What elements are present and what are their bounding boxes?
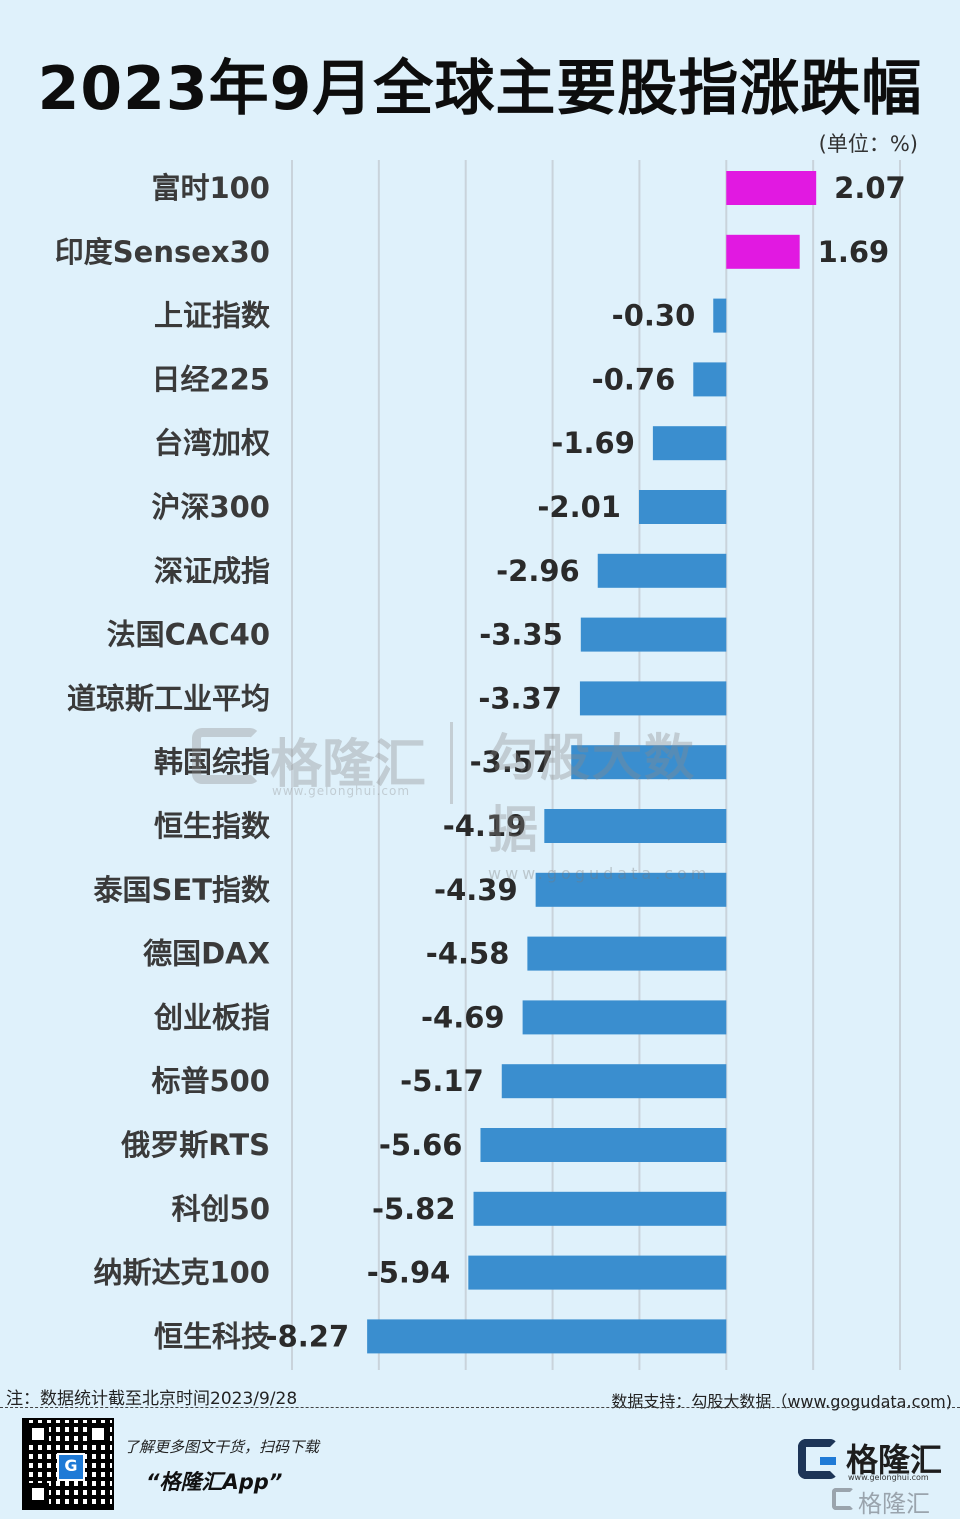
category-label: 印度Sensex30 [55,235,270,269]
bar [597,553,727,588]
bar [473,1191,727,1226]
brand-url: www.gelonghui.com [848,1473,929,1482]
gelonghui-watermark: 格隆汇 www.gelonghui.com [192,722,432,800]
qr-finder-icon [87,1423,109,1445]
category-label: 纳斯达克100 [93,1256,270,1290]
bar [480,1128,727,1162]
bar [652,426,727,461]
category-label: 德国DAX [143,937,270,971]
value-label: 1.69 [818,235,890,269]
category-label: 科创50 [172,1192,270,1226]
watermark-right-url: www.gogudata.com [488,864,711,883]
bar-chart: 富时100 2.07 印度Sensex30 1.69 上证指数 -0.30 日经225 -0.… [55,160,906,1370]
value-label: -0.30 [612,299,696,333]
value-label: -1.69 [551,426,635,460]
brand-secondary-icon [832,1488,854,1510]
bar [468,1255,727,1290]
category-label: 俄罗斯RTS [120,1128,270,1162]
value-label: -5.66 [379,1128,463,1162]
value-label: 2.07 [834,171,906,205]
watermark-right-name: 勾股大数据 [488,729,696,859]
value-label: -2.01 [537,490,621,524]
brand-g-icon [798,1439,838,1479]
gogudata-watermark: 勾股大数据 www.gogudata.com [488,718,738,883]
value-label: -4.39 [434,873,518,907]
promo-app-name: “格隆汇App” [146,1470,283,1494]
bar [367,1319,727,1354]
bar [580,617,727,652]
bar [501,1064,727,1099]
watermark-left-url: www.gelonghui.com [272,784,411,798]
watermark-divider [450,722,453,804]
brand-logo: 格隆汇 www.gelonghui.com [798,1437,948,1487]
bar [535,872,727,907]
value-label: -4.58 [426,937,510,971]
qr-finder-icon [27,1423,49,1445]
bar [527,936,727,971]
bar [726,171,817,205]
gelonghui-logo-icon [192,728,260,784]
category-label: 标普500 [151,1064,270,1098]
brand-name: 格隆汇 [846,1441,943,1479]
value-label: -5.82 [372,1192,456,1226]
bar [713,298,727,333]
category-label: 韩国综指 [154,745,270,779]
footer-divider [0,1407,960,1408]
qr-code[interactable]: G [22,1418,114,1510]
qr-finder-icon [27,1483,49,1505]
value-label: -3.37 [478,681,562,715]
category-label: 台湾加权 [154,426,270,460]
value-label: -8.27 [266,1319,350,1353]
value-label: -5.94 [367,1256,451,1290]
brand-secondary-name: 格隆汇 [858,1490,930,1518]
category-label: 创业板指 [153,1000,270,1034]
category-label: 泰国SET指数 [94,873,271,907]
bar [544,809,727,843]
category-label: 深证成指 [154,554,270,588]
footnote: 注：数据统计截至北京时间2023/9/28 [6,1389,298,1409]
value-label: -3.57 [470,745,554,779]
bar [638,490,727,524]
qr-logo-icon: G [57,1453,85,1481]
value-label: -3.35 [479,618,563,652]
category-label: 上证指数 [154,299,271,333]
page-title: 2023年9月全球主要股指涨跌幅 [37,54,923,124]
category-label: 恒生科技 [154,1319,270,1353]
value-label: -4.69 [421,1000,505,1034]
data-source: 数据支持：勾股大数据（www.gogudata.com) [611,1392,952,1411]
category-label: 日经225 [151,362,270,396]
watermark-left-name: 格隆汇 [270,735,427,795]
unit-label: (单位：%) [818,132,918,156]
bar [571,745,727,780]
category-label: 沪深300 [151,490,270,524]
category-label: 富时100 [151,171,270,205]
promo-text: 了解更多图文干货，扫码下载 [124,1438,320,1456]
category-label: 法国CAC40 [107,618,270,652]
category-label: 恒生指数 [154,809,271,843]
value-label: -0.76 [592,362,676,396]
bar [693,362,727,397]
bar [579,681,727,716]
value-label: -2.96 [496,554,580,588]
category-label: 道琼斯工业平均 [67,681,270,715]
bar [522,1000,727,1035]
bar [726,234,800,269]
value-label: -5.17 [400,1064,484,1098]
value-label: -4.19 [443,809,527,843]
